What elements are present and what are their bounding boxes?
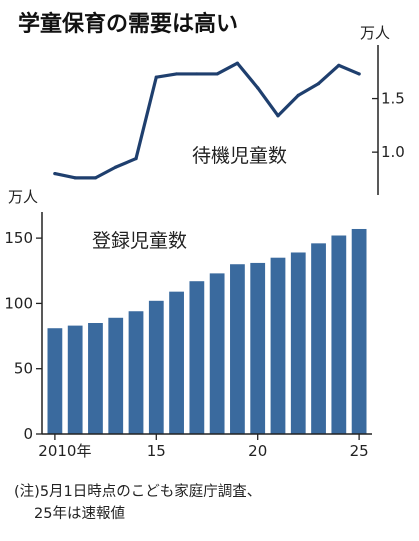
line-y-tick-label: 1.5 [381,90,405,108]
line-point-2021 [276,114,280,118]
line-path [53,61,361,180]
bar-y-tick-label: 100 [4,294,33,312]
bar-2018 [209,273,225,434]
bar-y-tick-label: 0 [23,425,33,443]
bar-series-label: 登録児童数 [92,230,187,252]
bar-2025 [351,228,367,434]
line-point-2013 [114,165,118,169]
line-point-2019 [235,61,240,65]
bar-2011 [67,325,83,434]
bar-2023 [311,243,326,434]
bar-2024 [331,235,347,434]
line-panel: 万人 待機児童数 1.0 1.5 [53,24,405,195]
line-point-2023 [316,81,321,86]
bar-x-tick-label: 20 [248,442,267,460]
bar-x-ticks: 2010年 15 20 25 [38,434,369,460]
line-series [53,61,361,180]
bar-2021 [270,257,286,434]
line-y-ticks: 1.0 1.5 [372,90,405,161]
bar-2020 [250,262,266,434]
line-point-2022 [296,93,300,97]
bar-2012 [88,323,103,434]
bar-2013 [108,317,124,434]
footnote-line-1: (注)5月1日時点のこども家庭庁調査、 [14,484,262,500]
bar-panel: 万人 登録児童数 0 50 100 150 2010年 15 20 25 [4,188,372,460]
line-point-2014 [134,156,138,161]
bar-2019 [230,264,245,434]
bar-2017 [189,281,205,434]
chart-title: 学童保育の需要は高い [18,11,238,37]
bar-2010 [47,328,63,434]
line-point-2016 [174,72,179,76]
bar-series [47,228,367,434]
bar-x-tick-label: 2010年 [38,442,91,460]
line-unit-label: 万人 [360,24,390,42]
line-point-2020 [256,86,260,90]
line-point-2010 [53,171,57,176]
line-point-2012 [93,176,98,180]
bar-x-tick-label: 25 [350,442,369,460]
bar-x-tick-label: 15 [147,442,166,460]
line-point-2017 [195,72,199,76]
line-point-2024 [337,63,341,67]
bar-y-tick-label: 50 [14,360,33,378]
bar-unit-label: 万人 [8,188,38,206]
bar-2014 [128,311,144,434]
line-y-tick-label: 1.0 [381,143,405,161]
line-point-2015 [154,75,158,79]
line-point-2018 [215,72,219,76]
bar-2022 [290,252,306,434]
bar-y-tick-label: 150 [4,229,33,247]
bar-y-ticks: 0 50 100 150 [4,229,42,443]
bar-2015 [148,300,164,434]
bar-2016 [169,291,184,434]
footnote-line-2: 25年は速報値 [34,506,125,522]
line-point-2025 [357,72,361,76]
line-point-2011 [73,176,77,180]
line-series-label: 待機児童数 [192,145,287,167]
